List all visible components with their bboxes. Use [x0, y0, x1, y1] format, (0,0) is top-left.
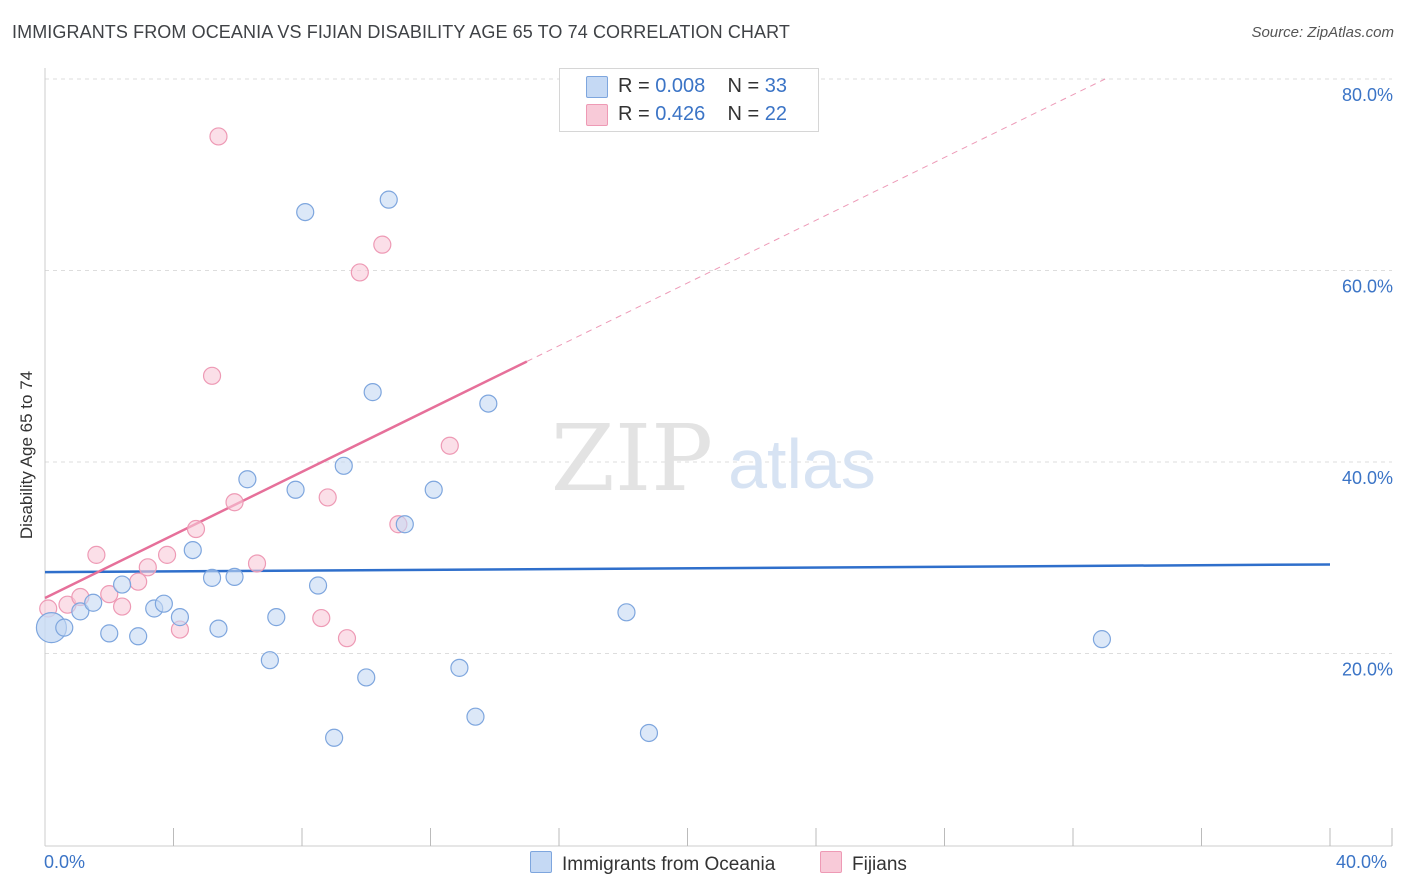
legend-n-label: N = — [727, 103, 765, 125]
legend-n-value: 22 — [764, 103, 788, 125]
data-point-oceania — [100, 624, 119, 643]
data-point-oceania — [209, 619, 228, 638]
data-point-fijians — [138, 558, 157, 577]
data-point-fijians — [337, 629, 357, 648]
y-tick-label: 80.0% — [1342, 85, 1393, 105]
source-label: Source: ZipAtlas.com — [1251, 24, 1394, 41]
bottom-legend-label-fijians: Fijians — [852, 854, 907, 875]
data-point-oceania — [466, 707, 485, 726]
data-point-fijians — [87, 545, 106, 564]
bottom-legend-oceania: Immigrants from Oceania — [530, 851, 775, 876]
data-point-oceania — [202, 568, 222, 587]
bottom-legend-label-oceania: Immigrants from Oceania — [562, 854, 776, 875]
data-point-oceania — [308, 576, 328, 595]
watermark-zip: ZIP — [551, 405, 713, 512]
data-point-oceania — [260, 651, 279, 670]
data-point-oceania — [71, 602, 90, 621]
watermark: ZIP atlas — [551, 405, 876, 512]
x-tick-label-min: 0.0% — [44, 852, 86, 872]
data-point-fijians — [318, 488, 337, 507]
y-tick-label: 20.0% — [1342, 660, 1393, 680]
data-point-oceania — [363, 383, 382, 402]
data-point-oceania — [286, 480, 305, 499]
data-point-oceania — [639, 723, 659, 743]
data-points — [35, 127, 1112, 747]
data-point-oceania — [238, 470, 257, 489]
y-tick-label: 40.0% — [1342, 468, 1393, 488]
data-point-fijians — [247, 554, 267, 573]
y-tick-labels: 20.0% 40.0% 60.0% 80.0% — [1342, 85, 1393, 680]
legend-r-label: R = — [618, 103, 656, 125]
data-point-fijians — [312, 608, 331, 628]
data-point-oceania — [617, 603, 636, 622]
data-point-fijians — [186, 519, 206, 539]
legend-swatch-fijians — [586, 104, 608, 126]
data-point-oceania — [424, 480, 443, 499]
data-point-oceania — [129, 627, 148, 646]
trend-line-fijians-extension — [526, 78, 1106, 362]
legend-r-value: 0.008 — [655, 75, 706, 97]
legend-r-label: R = — [618, 75, 656, 97]
trend-lines — [44, 78, 1331, 600]
data-point-fijians — [202, 366, 222, 385]
data-point-fijians — [129, 572, 148, 591]
data-point-oceania — [183, 540, 202, 560]
bottom-legend-swatch-fijians — [820, 851, 842, 873]
legend-n-value: 33 — [764, 75, 788, 97]
chart-title: IMMIGRANTS FROM OCEANIA VS FIJIAN DISABI… — [12, 22, 791, 42]
data-point-oceania — [334, 456, 353, 475]
data-point-oceania — [267, 608, 286, 627]
x-tick-label-max: 40.0% — [1336, 852, 1388, 872]
data-point-oceania — [154, 594, 173, 613]
data-point-oceania — [170, 608, 190, 627]
data-point-oceania — [325, 728, 344, 747]
data-point-oceania — [357, 668, 376, 687]
data-point-oceania — [379, 190, 398, 209]
data-point-fijians — [157, 545, 177, 564]
data-point-oceania — [395, 515, 414, 534]
data-point-fijians — [225, 493, 244, 512]
watermark-atlas: atlas — [728, 425, 876, 503]
data-point-fijians — [100, 585, 119, 604]
trend-line-fijians — [44, 360, 528, 600]
data-point-oceania — [84, 593, 103, 612]
bottom-legend-swatch-oceania — [530, 851, 552, 873]
data-point-oceania — [479, 394, 498, 413]
data-point-fijians — [350, 263, 369, 282]
legend-n-label: N = — [727, 75, 765, 97]
legend-swatch-oceania — [586, 76, 608, 98]
data-point-fijians — [373, 235, 392, 254]
data-point-oceania — [55, 618, 74, 637]
axes — [44, 68, 1393, 847]
data-point-fijians — [112, 597, 132, 616]
data-point-oceania — [1092, 630, 1112, 649]
legend-r-value: 0.426 — [655, 103, 706, 125]
bottom-legend-fijians: Fijians — [820, 851, 907, 876]
data-point-oceania — [296, 202, 315, 222]
y-tick-label: 60.0% — [1342, 277, 1393, 297]
correlation-legend: R = 0.008 N = 33 R = 0.426 N = 22 — [559, 68, 819, 132]
data-point-fijians — [209, 127, 228, 146]
data-point-oceania — [225, 567, 244, 587]
data-point-oceania — [450, 658, 469, 677]
data-point-oceania — [112, 575, 132, 594]
data-point-fijians — [440, 436, 459, 455]
